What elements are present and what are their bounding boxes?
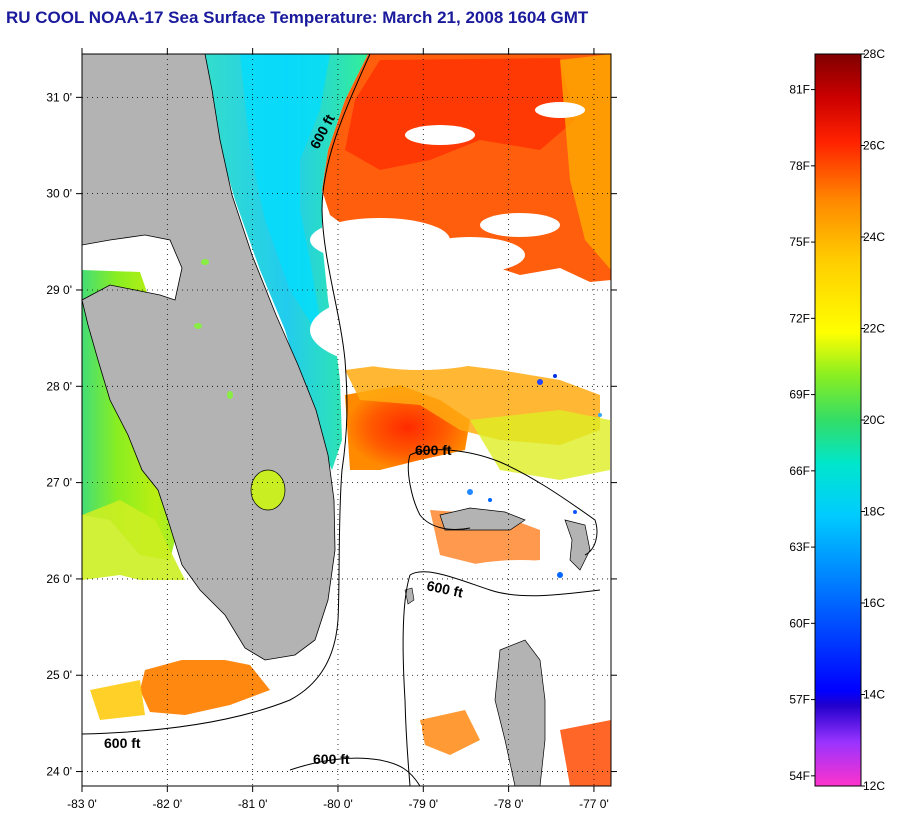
sst-keys-yellow — [90, 680, 145, 720]
lat-tick-label: 31 0' — [46, 90, 72, 104]
inland-lake — [201, 259, 209, 265]
sst-warm-atlantic-core — [345, 58, 575, 170]
abaco-land — [564, 519, 591, 571]
lon-tick-label: -83 0' — [67, 797, 97, 811]
lon-tick-label: -81 0' — [238, 797, 268, 811]
depth-contours — [82, 54, 601, 786]
colorbar-label-c: 20C — [863, 413, 885, 427]
colorbar-label-f: 63F — [789, 540, 810, 554]
andros-land — [494, 639, 546, 786]
lat-tick-label: 28 0' — [46, 379, 72, 393]
lat-tick-label: 30 0' — [46, 187, 72, 201]
inland-lake — [227, 391, 233, 399]
map-border — [81, 53, 612, 787]
colorbar-label-c: 24C — [863, 230, 885, 244]
lon-tick-label: -82 0' — [152, 797, 182, 811]
sst-keys-warm — [140, 655, 270, 715]
colorbar-label-f: 60F — [789, 616, 810, 630]
page-title: RU COOL NOAA-17 Sea Surface Temperature:… — [6, 8, 589, 27]
inland-lake — [194, 323, 202, 329]
colorbar-label-f: 57F — [789, 693, 810, 707]
contour-south — [289, 757, 421, 786]
lat-tick-label: 26 0' — [46, 572, 72, 586]
lake-okeechobee — [250, 469, 286, 511]
colorbar-label-c: 26C — [863, 139, 885, 153]
lat-tick-label: 29 0' — [46, 283, 72, 297]
sst-south-patch-1 — [420, 710, 480, 755]
lat-tick-label: 25 0' — [46, 668, 72, 682]
lon-tick-label: -77 0' — [579, 797, 609, 811]
colorbar-label-c: 16C — [863, 596, 885, 610]
cool-specks — [467, 374, 602, 578]
bimini-land — [404, 587, 415, 605]
colorbar-label-f: 81F — [789, 83, 810, 97]
colorbar-label-c: 12C — [863, 779, 885, 793]
sst-south-patch-2 — [560, 720, 611, 786]
colorbar — [814, 53, 862, 787]
colorbar-label-f: 75F — [789, 235, 810, 249]
contour-label-2: 600 ft — [415, 442, 452, 458]
contour-label-3: 600 ft — [425, 577, 464, 600]
contour-florida-shelf — [82, 54, 371, 735]
lat-tick-label: 27 0' — [46, 476, 72, 490]
colorbar-label-f: 54F — [789, 769, 810, 783]
colorbar-label-c: 18C — [863, 505, 885, 519]
grand-bahama-land — [439, 507, 526, 531]
cloud-mask — [82, 102, 611, 786]
sst-gulf-water-south — [82, 500, 190, 590]
colorbar-labels: 28C 26C 24C 22C 20C 18C 16C 14C 12C 81F 78F 75F 72F 6… — [789, 47, 885, 793]
colorbar-label-f: 72F — [789, 311, 810, 325]
lon-tick-label: -78 0' — [494, 797, 524, 811]
grid-lines — [82, 54, 611, 786]
contour-little-bahama-bank — [407, 449, 598, 556]
colorbar-label-f: 78F — [789, 159, 810, 173]
contour-label-4: 600 ft — [104, 735, 141, 751]
colorbar-label-c: 22C — [863, 322, 885, 336]
map-axes: 31 0' 30 0' 29 0' 28 0' 27 0' 26 0' 25 0' 24 0'… — [46, 48, 617, 811]
sst-eastern-mid — [470, 410, 610, 480]
lon-tick-label: -80 0' — [323, 797, 353, 811]
lat-tick-label: 24 0' — [46, 765, 72, 779]
colorbar-label-c: 28C — [863, 47, 885, 61]
sst-shelf-water-cyan — [240, 54, 330, 330]
contour-great-bahama-bank — [402, 571, 601, 786]
map-area: 600 ft 600 ft 600 ft 600 ft 600 ft — [82, 54, 611, 786]
contour-label-5: 600 ft — [313, 751, 350, 767]
lon-tick-label: -79 0' — [408, 797, 438, 811]
colorbar-label-f: 69F — [789, 388, 810, 402]
colorbar-label-f: 66F — [789, 464, 810, 478]
colorbar-label-c: 14C — [863, 688, 885, 702]
